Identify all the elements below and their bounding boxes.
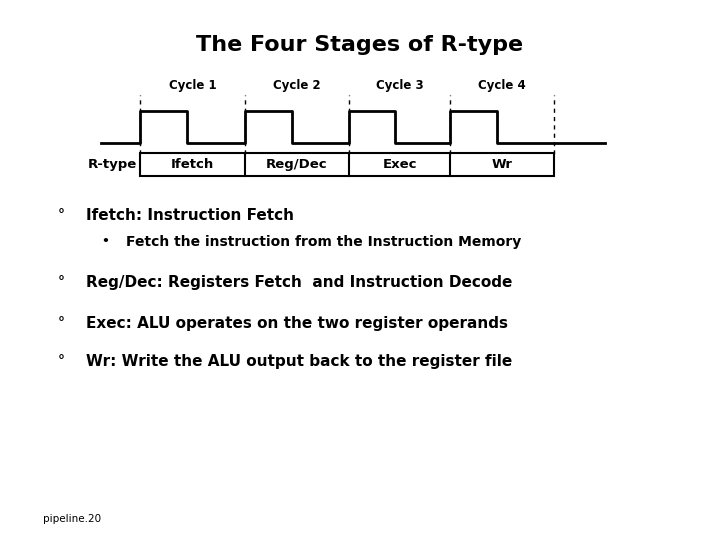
Text: Reg/Dec: Reg/Dec — [266, 158, 328, 171]
Text: Cycle 4: Cycle 4 — [478, 79, 526, 92]
Text: Wr: Wr — [492, 158, 513, 171]
Text: Wr: Write the ALU output back to the register file: Wr: Write the ALU output back to the reg… — [86, 354, 513, 369]
Text: Ifetch: Ifetch — [171, 158, 215, 171]
Text: Exec: Exec — [382, 158, 417, 171]
Text: Cycle 1: Cycle 1 — [168, 79, 217, 92]
Text: °: ° — [58, 275, 65, 289]
Text: Cycle 2: Cycle 2 — [273, 79, 321, 92]
Text: pipeline.20: pipeline.20 — [43, 514, 102, 524]
Text: °: ° — [58, 208, 65, 222]
Text: Reg/Dec: Registers Fetch  and Instruction Decode: Reg/Dec: Registers Fetch and Instruction… — [86, 275, 513, 291]
Text: °: ° — [58, 316, 65, 330]
Text: °: ° — [58, 354, 65, 368]
Text: Fetch the instruction from the Instruction Memory: Fetch the instruction from the Instructi… — [126, 235, 521, 249]
Text: •: • — [101, 235, 109, 248]
Text: The Four Stages of R-type: The Four Stages of R-type — [197, 35, 523, 55]
Text: Ifetch: Instruction Fetch: Ifetch: Instruction Fetch — [86, 208, 294, 223]
Text: Cycle 3: Cycle 3 — [376, 79, 423, 92]
Text: R-type: R-type — [88, 158, 137, 171]
Text: Exec: ALU operates on the two register operands: Exec: ALU operates on the two register o… — [86, 316, 508, 331]
